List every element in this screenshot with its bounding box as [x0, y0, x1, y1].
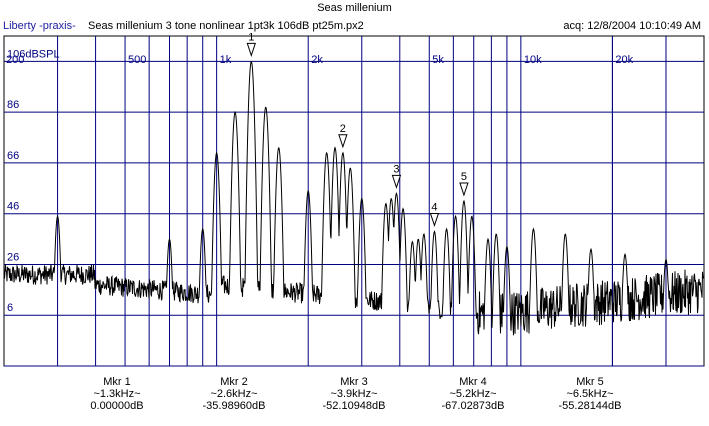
x-tick-label: 10k	[524, 54, 542, 66]
marker-triangle	[429, 212, 440, 228]
y-tick-label: 66	[7, 150, 19, 162]
header-left: Liberty -praxis- Seas millenium 3 tone n…	[3, 20, 364, 32]
spectrum-plot: 1 2 3 4 5 200 500 1k 2k 5k 10k 20k 106dBSPL 86 66 46 26…	[3, 31, 705, 367]
x-tick-label: 500	[128, 54, 146, 66]
marker-readout: Mkr 4 ~5.2kHz~ -67.02873dB	[418, 376, 528, 412]
spectrum-trace	[3, 60, 705, 336]
x-tick-label: 200	[6, 54, 24, 66]
marker-readout: Mkr 2 ~2.6kHz~ -35.98960dB	[179, 376, 289, 412]
marker-level: -67.02873dB	[441, 400, 505, 412]
y-tick-label: 6	[7, 302, 13, 314]
marker-triangle	[391, 174, 402, 189]
marker-freq: ~3.9kHz~	[330, 388, 378, 400]
marker-freq: ~5.2kHz~	[449, 388, 497, 400]
marker-level: -55.28144dB	[558, 400, 622, 412]
x-tick-label: 20k	[615, 54, 633, 66]
marker-triangle	[338, 134, 348, 149]
marker-readout: Mkr 1 ~1.3kHz~ 0.00000dB	[62, 376, 172, 412]
marker-glyphs: 1 2 3 4 5	[246, 31, 469, 228]
marker-number: 4	[431, 201, 437, 213]
y-tick-label: 106dBSPL	[7, 48, 60, 60]
marker-name: Mkr 5	[576, 376, 604, 388]
x-tick-label: 2k	[311, 54, 323, 66]
marker-number: 2	[340, 123, 346, 135]
marker-name: Mkr 3	[340, 376, 368, 388]
brand-label: Liberty -praxis-	[3, 20, 76, 32]
marker-name: Mkr 1	[103, 376, 131, 388]
marker-number: 3	[393, 163, 399, 175]
marker-level: -35.98960dB	[202, 400, 266, 412]
marker-triangle	[246, 42, 256, 57]
marker-freq: ~2.6kHz~	[210, 388, 258, 400]
marker-triangle	[459, 182, 469, 197]
spectrum-line	[3, 60, 705, 336]
marker-level: -52.10948dB	[322, 400, 386, 412]
acquisition-time: acq: 12/8/2004 10:10:49 AM	[563, 20, 701, 32]
marker-freq: ~6.5kHz~	[566, 388, 614, 400]
y-tick-label: 26	[7, 251, 19, 263]
marker-number: 5	[461, 171, 467, 183]
x-tick-label: 1k	[220, 54, 232, 66]
marker-level: 0.00000dB	[90, 400, 144, 412]
marker-name: Mkr 2	[220, 376, 248, 388]
marker-freq: ~1.3kHz~	[93, 388, 141, 400]
y-tick-label: 46	[7, 201, 19, 213]
marker-readouts: Mkr 1 ~1.3kHz~ 0.00000dB Mkr 2 ~2.6kHz~ -35.9…	[0, 376, 709, 426]
marker-number: 1	[248, 31, 254, 43]
chart-title: Seas millenium	[317, 2, 392, 14]
x-tick-label: 5k	[432, 54, 444, 66]
tick-labels: 200 500 1k 2k 5k 10k 20k 106dBSPL 86 66 46 26 6	[6, 48, 634, 314]
file-name: Seas millenium 3 tone nonlinear 1pt3k 10…	[88, 20, 364, 32]
y-tick-label: 86	[7, 99, 19, 111]
marker-readout: Mkr 3 ~3.9kHz~ -52.10948dB	[299, 376, 409, 412]
marker-readout: Mkr 5 ~6.5kHz~ -55.28144dB	[535, 376, 645, 412]
marker-name: Mkr 4	[459, 376, 487, 388]
